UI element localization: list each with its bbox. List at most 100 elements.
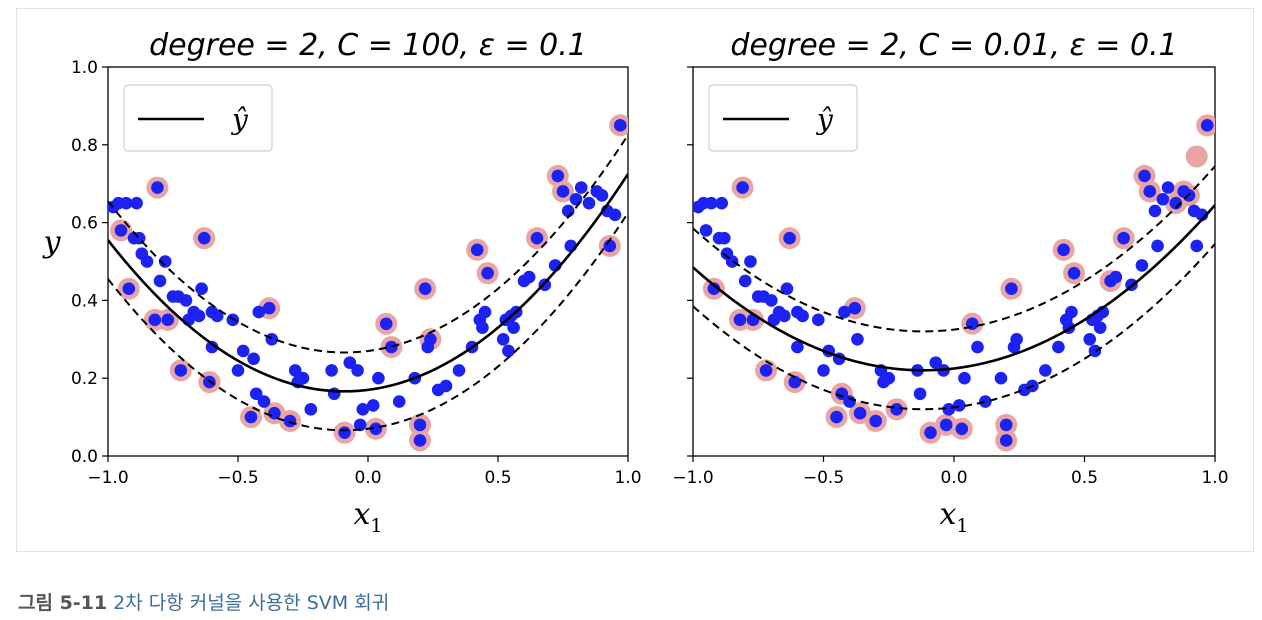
data-point	[1010, 333, 1023, 346]
data-point	[595, 189, 609, 202]
data-point	[530, 231, 544, 245]
data-point	[608, 208, 622, 222]
x-tick-label: −1.0	[87, 468, 128, 488]
data-point	[1065, 305, 1078, 319]
data-point	[830, 410, 843, 424]
x-tick-label: 1.0	[614, 468, 641, 488]
data-point	[522, 270, 536, 284]
figure-caption: 그림 5-11 2차 다항 커널을 사용한 SVM 회귀	[18, 588, 389, 615]
y-tick-label: 1.0	[71, 58, 98, 78]
data-point	[561, 204, 575, 218]
data-point	[392, 395, 406, 408]
data-point	[843, 395, 856, 408]
data-point	[744, 255, 757, 268]
data-point	[476, 321, 489, 334]
data-point	[569, 192, 583, 206]
data-point	[418, 282, 432, 296]
data-point	[1117, 231, 1130, 245]
data-point	[265, 333, 279, 346]
data-point	[1169, 196, 1183, 210]
data-point	[327, 387, 341, 401]
data-point	[351, 364, 364, 377]
data-point	[1190, 239, 1204, 253]
data-point	[343, 356, 357, 369]
data-point	[942, 403, 956, 416]
data-point	[838, 305, 851, 319]
data-point	[958, 371, 971, 385]
data-point	[929, 356, 943, 369]
data-point	[236, 344, 250, 358]
data-point	[262, 301, 276, 315]
data-point	[851, 333, 864, 346]
x-tick-label: −0.5	[803, 468, 844, 488]
data-point	[158, 255, 172, 268]
data-point	[1200, 119, 1214, 132]
data-point	[413, 434, 427, 447]
x-tick-label: 0.5	[484, 468, 511, 488]
y-tick-label: 0.8	[71, 136, 98, 156]
data-point	[704, 196, 718, 210]
data-point	[413, 418, 427, 432]
data-point	[971, 340, 984, 354]
data-point	[304, 403, 318, 416]
upper-margin-line	[693, 165, 1215, 333]
x-tick-label: 0.0	[940, 468, 967, 488]
caption-figure-number: 그림 5-11	[18, 592, 108, 614]
x-axis-label: x1	[353, 497, 382, 537]
data-point	[140, 255, 154, 268]
data-point	[151, 181, 164, 194]
data-point	[913, 387, 927, 401]
data-point	[1052, 340, 1065, 354]
data-point	[197, 231, 211, 245]
data-point	[955, 422, 969, 436]
x-tick-label: 1.0	[1201, 468, 1228, 488]
data-point	[325, 364, 338, 377]
data-point	[247, 352, 260, 366]
caption-text: 2차 다항 커널을 사용한 SVM 회귀	[113, 592, 390, 614]
data-point	[924, 426, 937, 439]
data-point	[153, 274, 167, 288]
data-point	[1039, 364, 1052, 377]
data-point	[148, 313, 162, 327]
data-point	[385, 340, 398, 354]
upper-margin-line	[108, 134, 628, 354]
data-point	[778, 309, 791, 323]
y-axis-label: y	[42, 225, 62, 260]
data-point	[119, 196, 133, 210]
data-point	[796, 309, 809, 323]
plot-area	[693, 114, 1215, 452]
data-point	[736, 181, 749, 194]
data-point	[424, 333, 437, 346]
data-point	[481, 266, 494, 280]
data-point	[288, 364, 302, 377]
data-point	[507, 321, 520, 334]
data-point	[1083, 333, 1097, 346]
data-point	[369, 422, 383, 436]
data-point	[733, 313, 747, 327]
data-point	[582, 196, 596, 210]
data-point	[195, 282, 208, 296]
data-point	[1143, 185, 1157, 198]
y-tick-label: 0.4	[71, 291, 98, 311]
data-point	[556, 185, 570, 198]
data-point	[1161, 181, 1175, 194]
lower-margin-line	[693, 243, 1215, 411]
data-point	[780, 282, 794, 296]
data-point	[114, 224, 128, 237]
data-point	[999, 418, 1013, 432]
x-tick-label: 0.0	[354, 468, 381, 488]
data-point	[372, 371, 385, 385]
chart-panel-1: degree = 2, C = 100, ε = 0.1 −1.0 −0.5 0.0 0…	[42, 28, 642, 537]
data-point	[1156, 192, 1170, 206]
data-point	[130, 196, 143, 210]
data-point	[439, 379, 453, 393]
lower-margin-line	[108, 212, 628, 432]
data-point	[174, 364, 188, 377]
data-point	[1067, 266, 1081, 280]
data-point	[952, 399, 966, 412]
data-point	[817, 364, 830, 377]
data-point	[296, 371, 310, 385]
chart-title: degree = 2, C = 100, ε = 0.1	[149, 28, 587, 63]
data-point	[718, 231, 731, 245]
x-axis-label: x1	[939, 497, 968, 537]
